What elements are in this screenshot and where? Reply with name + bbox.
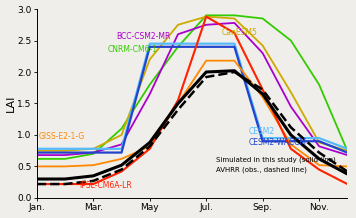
- Text: Simulated in this study (solid line): Simulated in this study (solid line): [216, 157, 336, 163]
- Text: IPSL-CM6A-LR: IPSL-CM6A-LR: [79, 181, 132, 191]
- Text: CanESM5: CanESM5: [222, 29, 258, 37]
- Text: GISS-E2-1-G: GISS-E2-1-G: [38, 132, 84, 141]
- Text: BCC-CSM2-MR: BCC-CSM2-MR: [116, 32, 170, 41]
- Text: AVHRR (obs., dashed line): AVHRR (obs., dashed line): [216, 167, 307, 174]
- Text: CESM2-WACCM: CESM2-WACCM: [248, 138, 307, 147]
- Text: CNRM-CM6-1: CNRM-CM6-1: [108, 46, 157, 54]
- Text: CESM2: CESM2: [248, 127, 275, 136]
- Y-axis label: LAI: LAI: [6, 95, 16, 112]
